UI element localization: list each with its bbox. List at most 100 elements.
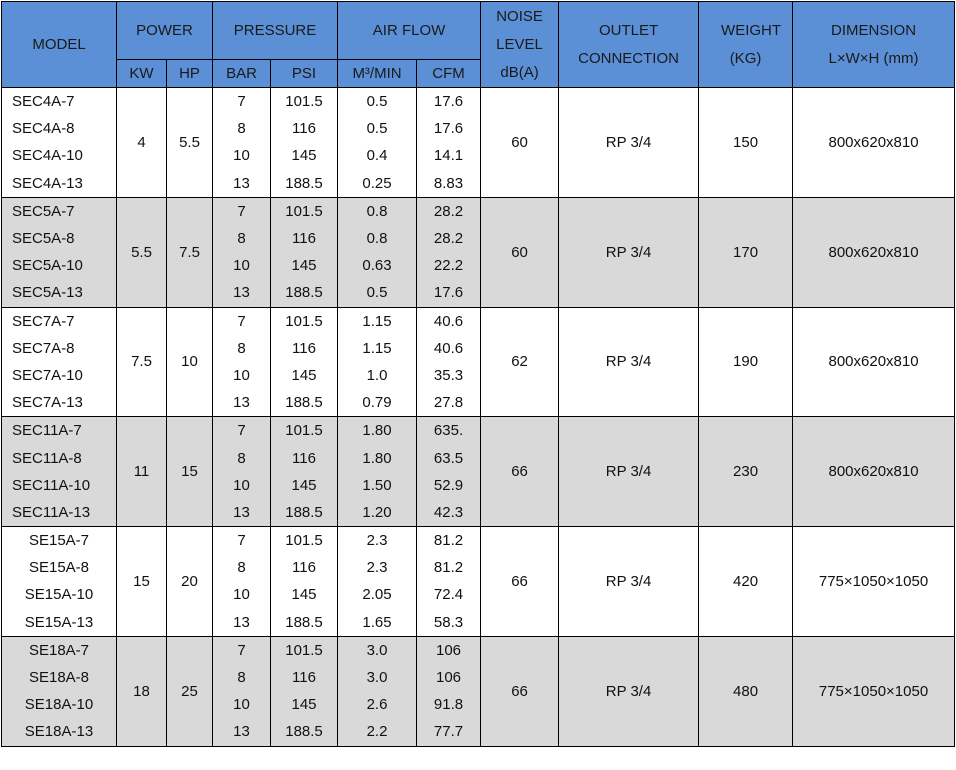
bar-cell: 8 (212, 224, 272, 253)
psi-cell: 145 (270, 471, 339, 499)
table-row: SEC7A-10 10 145 1.0 35.3 (1, 361, 955, 390)
cfm-cell: 77.7 (416, 718, 482, 747)
table-row: SEC5A-8 8 116 0.8 28.2 (1, 224, 955, 253)
noise-label: NOISE LEVEL dB(A) (496, 7, 543, 81)
psi-cell: 188.5 (270, 608, 339, 637)
table-row: SEC4A-10 10 145 0.4 14.1 (1, 142, 955, 170)
model-cell: SE15A-8 (1, 554, 117, 582)
model-cell: SEC11A-13 (1, 498, 117, 527)
cfm-cell: 17.6 (416, 115, 482, 143)
bar-cell: 7 (212, 87, 272, 116)
header-noise-level: NOISE LEVEL dB(A) (480, 1, 560, 88)
header-model: MODEL (1, 1, 117, 88)
psi-cell: 145 (270, 361, 339, 390)
header-kw: KW (116, 59, 167, 88)
kw-cell: 11 (116, 416, 167, 527)
cfm-cell: 22.2 (416, 252, 482, 280)
psi-cell: 145 (270, 142, 339, 170)
m3min-cell: 1.50 (337, 471, 418, 499)
header-weight: WEIGHT (KG) (698, 1, 794, 88)
bar-cell: 8 (212, 334, 272, 362)
m3min-cell: 0.5 (337, 87, 418, 116)
cfm-cell: 17.6 (416, 279, 482, 308)
noise-cell: 66 (480, 526, 560, 637)
dimension-cell: 775×1050×1050 (792, 635, 956, 747)
table-row: SEC5A-13 13 188.5 0.5 17.6 (1, 279, 955, 308)
m3min-cell: 1.15 (337, 306, 418, 335)
m3min-cell: 1.65 (337, 608, 418, 637)
model-cell: SE18A-13 (1, 718, 117, 747)
m3min-cell: 0.25 (337, 169, 418, 198)
cfm-cell: 35.3 (416, 361, 482, 390)
m3min-cell: 2.3 (337, 554, 418, 582)
cfm-cell: 40.6 (416, 306, 482, 335)
cfm-cell: 81.2 (416, 554, 482, 582)
m3min-cell: 2.6 (337, 691, 418, 719)
m3min-cell: 0.5 (337, 279, 418, 308)
weight-cell: 190 (698, 306, 794, 418)
bar-cell: 10 (212, 361, 272, 390)
m3min-cell: 1.0 (337, 361, 418, 390)
cfm-cell: 28.2 (416, 224, 482, 253)
table-row: SE18A-13 13 188.5 2.2 77.7 (1, 718, 955, 747)
table-row: SEC4A-13 13 188.5 0.25 8.83 (1, 169, 955, 198)
table-row: SEC11A-13 13 188.5 1.20 42.3 (1, 498, 955, 527)
model-cell: SEC11A-7 (1, 416, 117, 445)
cfm-cell: 8.83 (416, 169, 482, 198)
psi-cell: 145 (270, 691, 339, 719)
bar-cell: 10 (212, 581, 272, 609)
kw-cell: 18 (116, 635, 167, 747)
model-cell: SE18A-10 (1, 691, 117, 719)
hp-cell: 25 (165, 635, 214, 747)
weight-cell: 170 (698, 196, 794, 308)
m3min-cell: 2.2 (337, 718, 418, 747)
m3min-cell: 0.63 (337, 252, 418, 280)
bar-cell: 10 (212, 142, 272, 170)
model-cell: SE15A-7 (1, 526, 117, 555)
noise-cell: 66 (480, 635, 560, 747)
bar-cell: 7 (212, 196, 272, 225)
noise-cell: 60 (480, 87, 560, 198)
table-row: SEC7A-7 7.5 10 7 101.5 1.15 40.6 62 RP 3/4 190 800… (1, 306, 956, 418)
model-cell: SEC5A-7 (1, 196, 117, 225)
model-cell: SEC4A-13 (1, 169, 117, 198)
outlet-cell: RP 3/4 (558, 306, 700, 418)
model-cell: SEC4A-8 (1, 115, 117, 143)
outlet-label: OUTLET CONNECTION (578, 21, 679, 67)
outlet-cell: RP 3/4 (558, 196, 700, 308)
bar-cell: 7 (212, 416, 272, 445)
header-cfm: CFM (416, 59, 482, 88)
cfm-cell: 63.5 (416, 444, 482, 472)
m3min-cell: 2.05 (337, 581, 418, 609)
table-row: SEC4A-7 4 5.5 7 101.5 0.5 17.6 60 RP 3/4 150 800x6… (1, 87, 956, 198)
header-hp: HP (165, 59, 214, 88)
cfm-cell: 58.3 (416, 608, 482, 637)
bar-cell: 13 (212, 718, 272, 747)
psi-cell: 101.5 (270, 306, 339, 335)
psi-cell: 188.5 (270, 718, 339, 747)
kw-cell: 4 (116, 87, 167, 198)
m3min-cell: 0.8 (337, 196, 418, 225)
m3min-cell: 3.0 (337, 635, 418, 664)
psi-cell: 101.5 (270, 196, 339, 225)
weight-cell: 150 (698, 87, 794, 198)
cfm-cell: 106 (416, 663, 482, 692)
header-bar: BAR (212, 59, 272, 88)
psi-cell: 116 (270, 334, 339, 362)
dimension-cell: 775×1050×1050 (792, 526, 956, 637)
psi-cell: 116 (270, 444, 339, 472)
m3min-cell: 1.80 (337, 416, 418, 445)
cfm-cell: 27.8 (416, 389, 482, 418)
bar-cell: 7 (212, 306, 272, 335)
cfm-cell: 14.1 (416, 142, 482, 170)
model-cell: SEC11A-8 (1, 444, 117, 472)
bar-cell: 13 (212, 389, 272, 418)
bar-cell: 10 (212, 252, 272, 280)
psi-cell: 101.5 (270, 526, 339, 555)
weight-label: WEIGHT (KG) (721, 21, 782, 67)
table-body: SEC4A-7 4 5.5 7 101.5 0.5 17.6 60 RP 3/4 150 800x6… (1, 87, 956, 747)
compressor-spec-table: MODEL POWER PRESSURE AIR FLOW NOISE LEVE… (1, 1, 956, 747)
dimension-cell: 800x620x810 (792, 306, 956, 418)
outlet-cell: RP 3/4 (558, 526, 700, 637)
dimension-cell: 800x620x810 (792, 416, 956, 527)
